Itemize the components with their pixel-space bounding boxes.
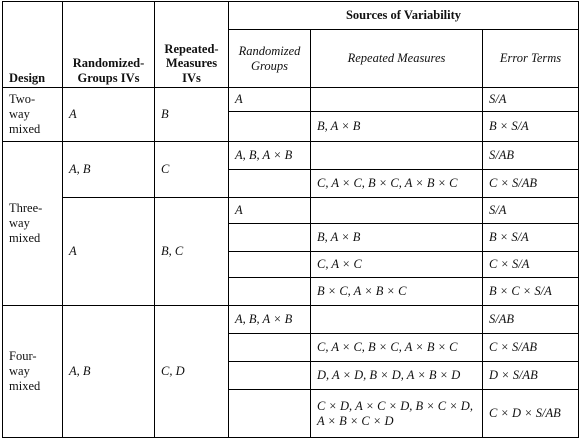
table-row: Three-way mixed A, B C A, B, A × B S/AB [2, 141, 579, 306]
randomized-cell [228, 169, 311, 198]
randomized-cell: A [228, 197, 311, 224]
error-cell: C × S/A [482, 251, 579, 278]
repeated-cell [310, 141, 483, 170]
randomized-cell [228, 251, 311, 278]
rg-ivs-header: Randomized-Groups IVs [62, 1, 155, 88]
randomized-cell [228, 333, 311, 362]
randomized-cell: A [228, 87, 311, 112]
error-cell: B × S/A [482, 111, 579, 142]
design-header: Design [2, 1, 63, 88]
error-cell: C × S/AB [482, 169, 579, 198]
repeated-cell: D, A × D, B × D, A × B × D [310, 361, 483, 390]
randomized-cell: A, B, A × B [228, 141, 311, 170]
error-cell: S/A [482, 197, 579, 224]
randomized-cell [228, 223, 311, 252]
randomized-cell [228, 389, 311, 438]
table-row: Four-way mixed A, B C, D A, B, A × B S/AB [2, 305, 579, 438]
repeated-cell [310, 305, 483, 334]
rm-ivs-cell: C [154, 141, 229, 198]
sources-header: Sources of Variability [228, 1, 579, 30]
rg-ivs-cell: A, B [62, 305, 155, 438]
error-cell: C × D × S/AB [482, 389, 579, 438]
randomized-cell [228, 361, 311, 390]
repeated-cell: C, A × C [310, 251, 483, 278]
randomized-cell [228, 277, 311, 306]
repeated-measures-header: Repeated Measures [310, 29, 483, 88]
table-row: A B, C A S/A [3, 197, 579, 306]
randomized-groups-header: Randomized Groups [228, 29, 311, 88]
repeated-cell [310, 87, 483, 112]
rg-ivs-cell: A, B [62, 141, 155, 198]
error-cell: C × S/AB [482, 333, 579, 362]
rm-ivs-cell: C, D [154, 305, 229, 438]
repeated-cell: B × C, A × B × C [310, 277, 483, 306]
error-cell: S/AB [482, 305, 579, 334]
design-cell: Four-way mixed [2, 305, 63, 438]
rg-ivs-cell: A [62, 87, 155, 142]
error-terms-header: Error Terms [482, 29, 579, 88]
repeated-cell: C, A × C, B × C, A × B × C [310, 333, 483, 362]
repeated-cell: B, A × B [310, 223, 483, 252]
repeated-cell: C, A × C, B × C, A × B × C [310, 169, 483, 198]
rg-ivs-cell: A [62, 197, 155, 306]
design-cell: Three-way mixed [2, 141, 63, 306]
repeated-cell: C × D, A × C × D, B × C × D, A × B × C ×… [310, 389, 483, 438]
error-cell: S/A [482, 87, 579, 112]
error-cell: B × S/A [482, 223, 579, 252]
repeated-cell [310, 197, 483, 224]
table-row: C × D, A × C × D, B × C × D, A × B × C ×… [3, 389, 579, 438]
randomized-cell [228, 111, 311, 142]
repeated-cell: B, A × B [310, 111, 483, 142]
randomized-cell: A, B, A × B [228, 305, 311, 334]
rm-ivs-cell: B, C [154, 197, 229, 306]
table-row: Two-way mixed A B A S/A [2, 87, 579, 142]
design-cell: Two-way mixed [2, 87, 63, 142]
rm-ivs-cell: B [154, 87, 229, 142]
error-cell: B × C × S/A [482, 277, 579, 306]
error-cell: D × S/AB [482, 361, 579, 390]
rm-ivs-header: Repeated-Measures IVs [154, 1, 229, 88]
error-cell: S/AB [482, 141, 579, 170]
